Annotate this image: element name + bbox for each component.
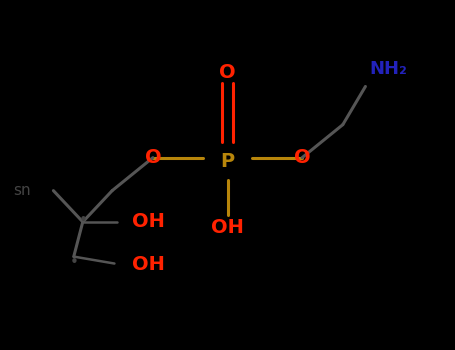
Text: OH: OH <box>132 255 165 274</box>
Text: •: • <box>78 214 87 228</box>
Text: O: O <box>294 148 310 167</box>
Text: O: O <box>145 148 161 167</box>
Text: NH₂: NH₂ <box>369 60 407 78</box>
Text: P: P <box>220 152 235 170</box>
Text: •: • <box>70 256 78 270</box>
Text: OH: OH <box>132 212 165 231</box>
Text: OH: OH <box>211 218 244 237</box>
Text: sn: sn <box>13 183 30 198</box>
Text: O: O <box>219 63 236 82</box>
